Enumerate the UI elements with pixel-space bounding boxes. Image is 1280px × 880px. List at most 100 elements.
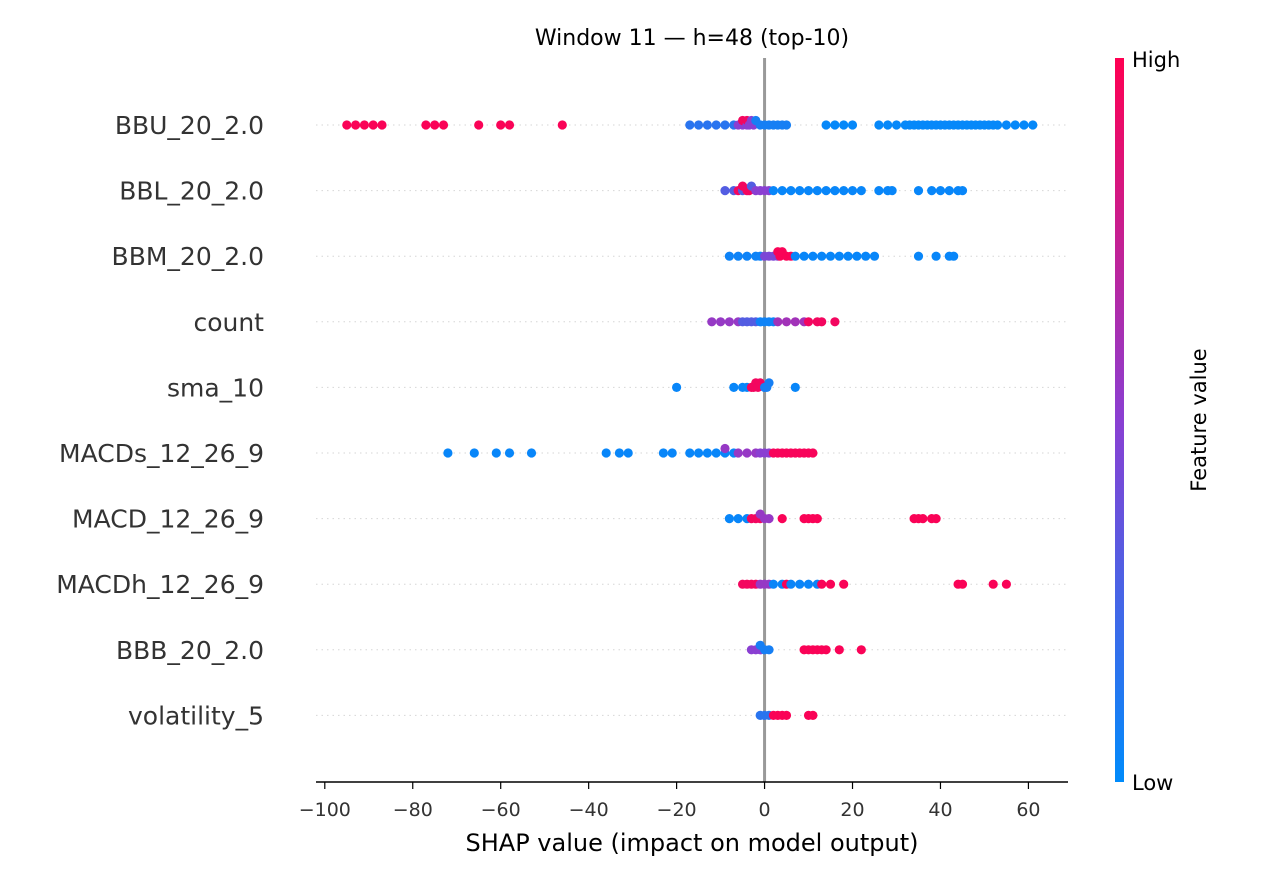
shap-point (927, 186, 937, 196)
shap-point (856, 645, 866, 655)
shap-point (623, 448, 633, 458)
shap-point (733, 251, 743, 261)
shap-point (720, 186, 730, 196)
shap-points (342, 115, 1038, 721)
shap-point (825, 251, 836, 261)
shap-point (808, 448, 818, 458)
shap-point (817, 251, 827, 261)
shap-point (935, 186, 946, 196)
shap-point (931, 514, 941, 524)
shap-point (799, 251, 809, 261)
x-tick-label: −60 (481, 799, 521, 821)
shap-point (702, 448, 713, 458)
shap-point (707, 317, 717, 327)
shap-point (368, 120, 378, 130)
shap-point (702, 120, 713, 130)
shap-point (918, 514, 928, 524)
shap-point (601, 448, 611, 458)
shap-point (773, 317, 783, 327)
colorbar-low-label: Low (1132, 771, 1173, 795)
shap-point (808, 251, 818, 261)
shap-point (891, 120, 902, 130)
shap-point (777, 186, 787, 196)
x-tick-label: −40 (569, 799, 609, 821)
chart-title: Window 11 — h=48 (top-10) (535, 26, 849, 51)
shap-point (913, 186, 924, 196)
feature-label: volatility_5 (128, 701, 264, 730)
shap-point (830, 120, 840, 130)
shap-point (839, 579, 849, 589)
feature-label: MACDs_12_26_9 (59, 439, 264, 468)
shap-point (790, 251, 800, 261)
shap-point (883, 120, 893, 130)
shap-point (694, 120, 704, 130)
x-tick-label: 20 (840, 799, 864, 821)
shap-point (790, 317, 800, 327)
shap-point (729, 382, 739, 392)
shap-point (821, 186, 831, 196)
shap-point (808, 710, 818, 721)
shap-point (764, 645, 774, 655)
shap-point (777, 514, 787, 524)
shap-point (781, 710, 792, 721)
shap-point (504, 120, 515, 130)
shap-point (716, 317, 726, 327)
shap-point (443, 448, 453, 458)
shap-point (724, 514, 735, 524)
shap-point (817, 317, 827, 327)
shap-point (847, 120, 858, 130)
shap-point (913, 251, 924, 261)
shap-point (496, 120, 506, 130)
feature-label: count (193, 308, 264, 337)
x-tick-label: −20 (657, 799, 697, 821)
shap-point (672, 382, 682, 392)
shap-point (1019, 120, 1029, 130)
shap-point (949, 251, 959, 261)
shap-point (491, 448, 501, 458)
shap-point (803, 317, 814, 327)
feature-label: BBM_20_2.0 (112, 242, 264, 271)
shap-point (834, 645, 844, 655)
feature-label: sma_10 (167, 373, 264, 402)
shap-point (847, 186, 858, 196)
shap-point (733, 448, 743, 458)
shap-point (768, 579, 779, 589)
feature-label: MACDh_12_26_9 (56, 570, 264, 599)
shap-point (742, 251, 752, 261)
shap-point (474, 120, 484, 130)
shap-point (430, 120, 440, 130)
shap-point (1028, 120, 1038, 130)
shap-point (733, 514, 743, 524)
shap-point (830, 186, 840, 196)
feature-label: MACD_12_26_9 (72, 505, 264, 534)
shap-point (504, 448, 515, 458)
x-tick-label: −80 (393, 799, 433, 821)
shap-point (1001, 579, 1012, 589)
shap-point (781, 317, 792, 327)
shap-point (839, 120, 849, 130)
shap-point (812, 514, 822, 524)
shap-point (711, 120, 721, 130)
shap-point (377, 120, 387, 130)
shap-point (957, 579, 968, 589)
shap-point (1001, 120, 1012, 130)
shap-point (839, 186, 849, 196)
shap-point (1010, 120, 1020, 130)
shap-point (887, 186, 897, 196)
shap-point (667, 448, 677, 458)
shap-point (790, 382, 800, 392)
shap-point (720, 443, 730, 454)
x-axis-title: SHAP value (impact on model output) (466, 829, 919, 857)
x-tick-label: 40 (928, 799, 952, 821)
shap-point (742, 448, 752, 458)
shap-point (795, 579, 805, 589)
shap-point (843, 251, 853, 261)
shap-point (957, 186, 968, 196)
shap-point (724, 317, 735, 327)
feature-label: BBL_20_2.0 (119, 177, 264, 206)
shap-point (821, 645, 831, 655)
shap-point (821, 120, 831, 130)
colorbar-high-label: High (1132, 48, 1180, 72)
